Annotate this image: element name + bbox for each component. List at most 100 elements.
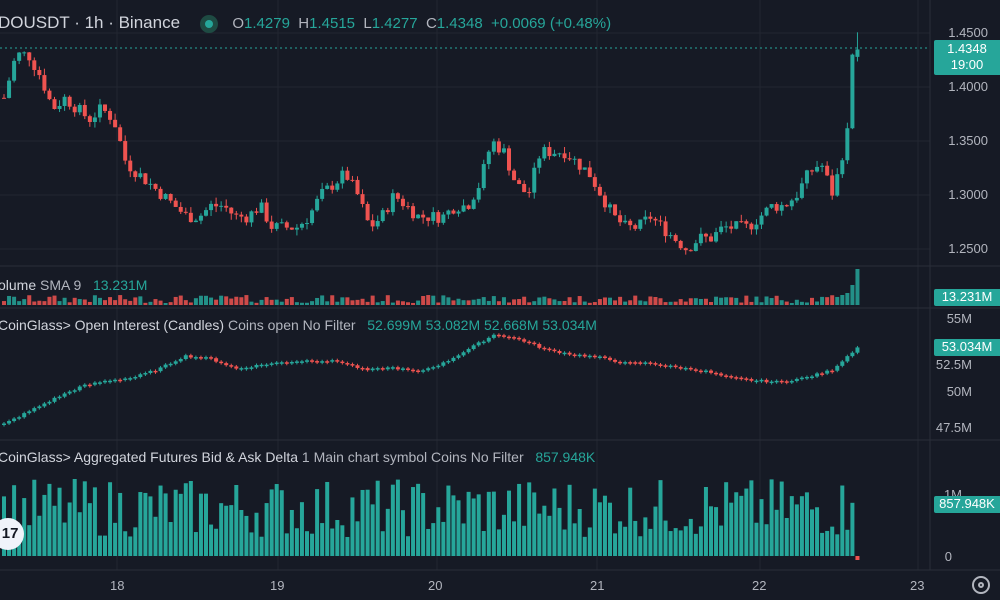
oi-candle (779, 380, 784, 383)
volume-bar (577, 296, 582, 305)
ohlc-close-label: C (425, 15, 437, 32)
price-candle (810, 170, 814, 172)
oi-candle (193, 357, 198, 359)
delta-bar (562, 529, 567, 556)
volume-bar (587, 302, 592, 305)
oi-candle (557, 351, 562, 354)
oi-candle (688, 367, 693, 370)
price-candle (375, 221, 380, 227)
volume-bar (517, 299, 522, 305)
oi-candle (37, 406, 42, 409)
price-axis-label: 1.3500 (948, 133, 988, 148)
delta-bar (305, 531, 309, 556)
oi-candle (799, 377, 804, 380)
oi-candle (628, 362, 633, 364)
volume-bar (390, 302, 395, 305)
price-candle (183, 211, 188, 213)
oi-candle (163, 364, 168, 368)
volume-bar (774, 295, 779, 305)
delta-bar (830, 526, 835, 556)
delta-bar (749, 480, 754, 556)
delta-bar (567, 484, 572, 556)
volume-bar (688, 298, 693, 305)
price-candle (209, 203, 214, 211)
volume-bar (52, 295, 57, 305)
delta-bar (799, 496, 804, 556)
price-candle (92, 117, 97, 123)
symbol-title[interactable]: DOUSDT · 1h · Binance (0, 13, 181, 32)
oi-candle (597, 356, 602, 359)
volume-bar (552, 299, 557, 305)
volume-bar (522, 296, 527, 305)
settings-gear-icon[interactable] (972, 576, 990, 594)
oi-candle (729, 376, 734, 378)
price-candle (239, 214, 244, 217)
oi-candle (471, 345, 476, 350)
delta-bar (466, 491, 471, 556)
oi-candle (330, 360, 335, 362)
price-candle (67, 96, 72, 107)
delta-bar (153, 516, 158, 556)
delta-bar (416, 483, 421, 556)
oi-candle (259, 364, 264, 367)
price-candle (774, 204, 779, 211)
delta-bar (602, 495, 607, 556)
volume-bar (633, 295, 638, 305)
volume-bar (330, 295, 335, 305)
volume-bar (815, 301, 820, 305)
delta-bar (557, 507, 562, 556)
oi-candle (188, 355, 193, 358)
volume-legend[interactable]: olume SMA 9 13.231M (0, 277, 147, 293)
oi-candle (769, 381, 774, 384)
oi-candle (77, 386, 82, 391)
price-candle (2, 97, 6, 99)
volume-bar (188, 302, 193, 305)
volume-bar (431, 295, 436, 305)
oi-candle (92, 382, 97, 385)
delta-bar (820, 532, 825, 556)
volume-bar (724, 297, 729, 305)
oi-candle (638, 362, 643, 364)
price-candle (734, 221, 739, 229)
delta-legend[interactable]: CoinGlass> Aggregated Futures Bid & Ask … (0, 449, 595, 465)
oi-candle (345, 363, 350, 365)
volume-bar (87, 301, 92, 305)
delta-bar (461, 523, 466, 556)
oi-candle (653, 363, 658, 365)
oi-candle (719, 373, 724, 376)
oi-candle (496, 334, 501, 337)
oi-candle (355, 365, 360, 368)
volume-bar (214, 299, 219, 305)
oi-candle (501, 335, 506, 337)
delta-bar (668, 531, 673, 556)
oi-candle (476, 342, 481, 346)
delta-bar (350, 497, 355, 556)
oi-candle (744, 378, 749, 380)
delta-bar (709, 506, 713, 556)
oi-candle (683, 367, 688, 370)
price-candle (835, 174, 840, 196)
oi-candle (431, 367, 436, 369)
volume-bar (582, 301, 587, 305)
delta-bar (380, 531, 385, 556)
delta-bar (229, 505, 234, 556)
oi-legend[interactable]: CoinGlass> Open Interest (Candles) Coins… (0, 317, 597, 333)
delta-bar (436, 507, 441, 556)
delta-bar (810, 509, 814, 556)
oi-candle (693, 369, 698, 371)
price-candle (390, 193, 395, 213)
oi-candle (32, 408, 37, 412)
volume-bar (375, 302, 380, 305)
price-candle (825, 165, 830, 176)
price-candle (754, 224, 759, 230)
delta-bar (572, 523, 577, 556)
oi-candle (254, 364, 259, 368)
price-candle (527, 192, 532, 194)
price-candle (501, 148, 506, 153)
delta-bar (188, 480, 193, 556)
volume-bar (17, 301, 22, 305)
price-candle (279, 222, 284, 224)
delta-bar (779, 481, 784, 556)
price-candle (633, 225, 638, 229)
